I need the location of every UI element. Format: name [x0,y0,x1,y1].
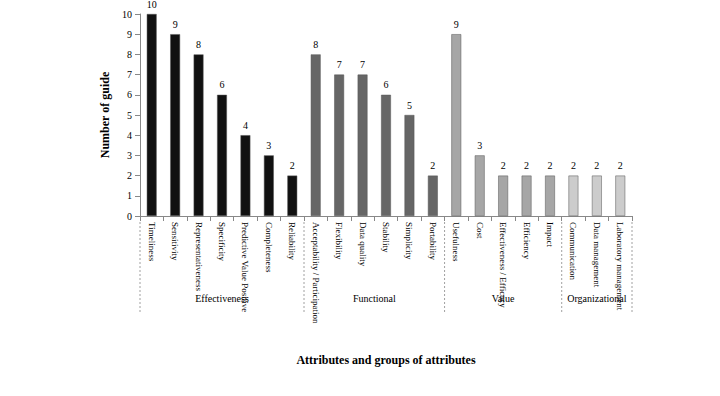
svg-text:Impact: Impact [545,222,555,247]
svg-text:Flexibility: Flexibility [334,222,344,260]
svg-text:9: 9 [127,29,132,40]
svg-text:Acceptability / Participation: Acceptability / Participation [311,222,321,324]
svg-text:Representativeness: Representativeness [194,222,204,291]
svg-text:8: 8 [313,39,318,50]
svg-text:Laboratory management: Laboratory management [615,222,625,311]
svg-text:Attributes and groups of attri: Attributes and groups of attributes [296,353,475,367]
svg-text:Effectiveness: Effectiveness [195,292,249,304]
svg-text:4: 4 [243,120,248,131]
svg-text:10: 10 [122,9,132,20]
svg-text:Reliability: Reliability [287,222,297,260]
svg-text:Stability: Stability [381,222,391,253]
svg-text:2: 2 [618,160,623,171]
svg-text:Data quality: Data quality [358,222,368,267]
svg-text:7: 7 [127,69,132,80]
svg-text:2: 2 [548,160,553,171]
svg-text:Efficiency: Efficiency [522,222,532,260]
svg-text:Usefulness: Usefulness [451,222,461,262]
svg-text:2: 2 [127,170,132,181]
svg-text:7: 7 [360,59,365,70]
svg-text:Communication: Communication [568,222,578,280]
svg-text:Number of guide: Number of guide [98,71,112,158]
svg-text:6: 6 [127,89,132,100]
svg-text:2: 2 [524,160,529,171]
svg-text:9: 9 [454,19,459,30]
svg-text:Predictive Value Positive: Predictive Value Positive [240,222,250,312]
svg-text:Functional: Functional [353,293,396,304]
svg-text:Value: Value [491,292,515,304]
svg-text:5: 5 [127,110,132,121]
svg-text:3: 3 [127,150,132,161]
svg-text:5: 5 [407,100,412,111]
svg-text:3: 3 [477,140,482,151]
svg-text:8: 8 [196,39,201,50]
svg-text:3: 3 [266,140,271,151]
svg-text:4: 4 [127,130,132,141]
svg-text:2: 2 [290,160,295,171]
svg-text:0: 0 [127,211,132,222]
svg-text:Portability: Portability [428,222,438,260]
svg-text:Effectiveness / Efficacy: Effectiveness / Efficacy [498,222,508,308]
svg-text:Sensitivity: Sensitivity [170,222,180,261]
svg-text:Timeliness: Timeliness [147,222,157,262]
svg-text:Data management: Data management [592,222,602,288]
svg-text:9: 9 [173,19,178,30]
svg-text:Cost: Cost [475,222,485,239]
svg-text:8: 8 [127,49,132,60]
svg-text:Organizational: Organizational [567,292,627,304]
svg-text:1: 1 [127,190,132,201]
svg-text:2: 2 [571,160,576,171]
svg-text:10: 10 [147,0,157,10]
svg-text:6: 6 [384,79,389,90]
svg-text:2: 2 [501,160,506,171]
svg-text:2: 2 [430,160,435,171]
svg-text:Specificity: Specificity [217,222,227,261]
svg-text:Simplicity: Simplicity [404,222,414,260]
svg-text:6: 6 [220,79,225,90]
svg-text:Completeness: Completeness [264,222,274,273]
svg-text:7: 7 [337,59,342,70]
svg-text:2: 2 [594,160,599,171]
